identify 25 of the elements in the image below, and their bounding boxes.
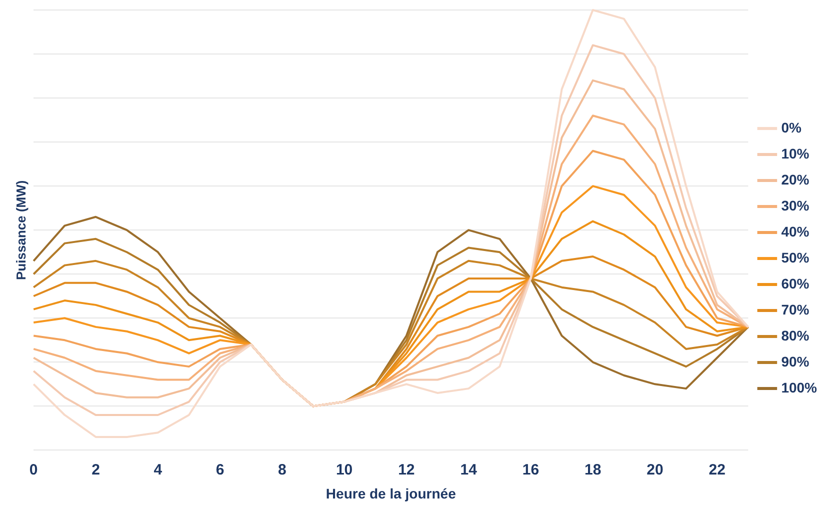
legend-label: 0% <box>781 119 802 136</box>
legend-label: 60% <box>781 275 810 292</box>
x-tick-label: 20 <box>646 461 664 478</box>
x-tick-label: 14 <box>460 461 478 478</box>
x-tick-label: 16 <box>522 461 540 478</box>
x-tick-label: 12 <box>398 461 415 478</box>
legend-label: 50% <box>781 249 810 266</box>
legend-label: 40% <box>781 223 810 240</box>
y-axis-title: Puissance (MW) <box>13 180 28 280</box>
x-tick-label: 18 <box>584 461 602 478</box>
x-tick-label: 6 <box>216 461 224 478</box>
x-axis-title: Heure de la journée <box>326 485 456 502</box>
legend-label: 10% <box>781 145 810 162</box>
legend-label: 100% <box>781 379 818 396</box>
x-tick-label: 2 <box>92 461 100 478</box>
legend-label: 30% <box>781 197 810 214</box>
x-tick-label: 22 <box>708 461 726 478</box>
legend-label: 20% <box>781 171 810 188</box>
legend-label: 80% <box>781 327 810 344</box>
x-tick-label: 8 <box>278 461 286 478</box>
x-tick-label: 0 <box>29 461 38 478</box>
x-tick-label: 10 <box>336 461 353 478</box>
x-tick-label: 4 <box>154 461 163 478</box>
legend-label: 70% <box>781 301 810 318</box>
legend-label: 90% <box>781 353 810 370</box>
